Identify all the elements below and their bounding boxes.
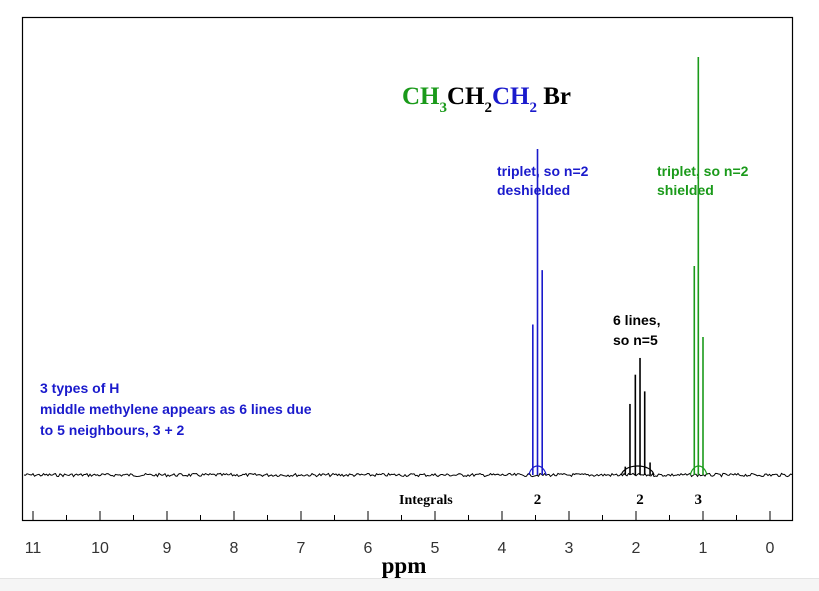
x-tick-label-9: 9 <box>163 540 172 557</box>
baseline-noise <box>23 472 793 478</box>
integral-value-0: 2 <box>534 492 542 508</box>
title-part-1: 3 <box>440 100 448 116</box>
peaks-layer <box>528 57 708 476</box>
title-part-3: 2 <box>485 100 493 116</box>
x-axis: 11 10 9 8 7 6 5 4 3 2 1 0 <box>25 511 775 557</box>
annotation-shielded-line-1: triplet, so n=2 <box>657 163 749 179</box>
bottom-strip <box>0 578 819 591</box>
peak-group-ch2br <box>528 148 547 476</box>
x-tick-label-3: 3 <box>565 540 574 557</box>
integral-value-2: 3 <box>695 492 703 508</box>
x-axis-title: ppm <box>382 553 427 578</box>
annotation-summary-line-2: middle methylene appears as 6 lines due <box>40 401 312 417</box>
title-part-4: CH <box>492 83 530 110</box>
annotation-six-lines: 6 lines, so n=5 <box>613 312 660 348</box>
annotation-deshielded-line-2: deshielded <box>497 182 570 198</box>
annotation-six-lines-line-1: 6 lines, <box>613 312 660 328</box>
x-tick-label-1: 1 <box>699 540 708 557</box>
integrals-label: Integrals <box>399 493 453 508</box>
title-part-0: CH <box>402 83 440 110</box>
plot-frame <box>21 16 794 522</box>
x-tick-label-7: 7 <box>297 540 306 557</box>
peak-hump-1 <box>620 465 655 476</box>
annotation-summary-line-3: to 5 neighbours, 3 + 2 <box>40 422 185 438</box>
x-tick-label-4: 4 <box>498 540 507 557</box>
x-tick-label-6: 6 <box>364 540 373 557</box>
title-part-5: 2 <box>530 100 538 116</box>
chart-title: CH3CH2CH2 Br <box>402 83 571 116</box>
baseline-path <box>23 472 793 478</box>
annotation-shielded: triplet, so n=2 shielded <box>657 163 749 198</box>
peak-group-ch2 <box>620 357 655 476</box>
title-part-2: CH <box>447 83 485 110</box>
x-tick-label-5: 5 <box>431 540 440 557</box>
annotation-summary-line-1: 3 types of H <box>40 380 119 396</box>
annotation-deshielded-line-1: triplet, so n=2 <box>497 163 589 179</box>
x-tick-label-8: 8 <box>230 540 239 557</box>
integral-value-1: 2 <box>636 492 644 508</box>
annotation-summary: 3 types of H middle methylene appears as… <box>40 380 312 438</box>
peak-group-ch3 <box>689 57 708 476</box>
annotation-six-lines-line-2: so n=5 <box>613 332 658 348</box>
x-tick-label-10: 10 <box>91 540 109 557</box>
x-tick-label-2: 2 <box>632 540 641 557</box>
title-part-6: Br <box>537 83 571 110</box>
annotation-shielded-line-2: shielded <box>657 182 714 198</box>
integrals-layer: 2 2 3 <box>534 492 702 508</box>
x-tick-label-0: 0 <box>766 540 775 557</box>
x-tick-label-11: 11 <box>25 540 42 557</box>
annotation-deshielded: triplet, so n=2 deshielded <box>497 163 589 198</box>
